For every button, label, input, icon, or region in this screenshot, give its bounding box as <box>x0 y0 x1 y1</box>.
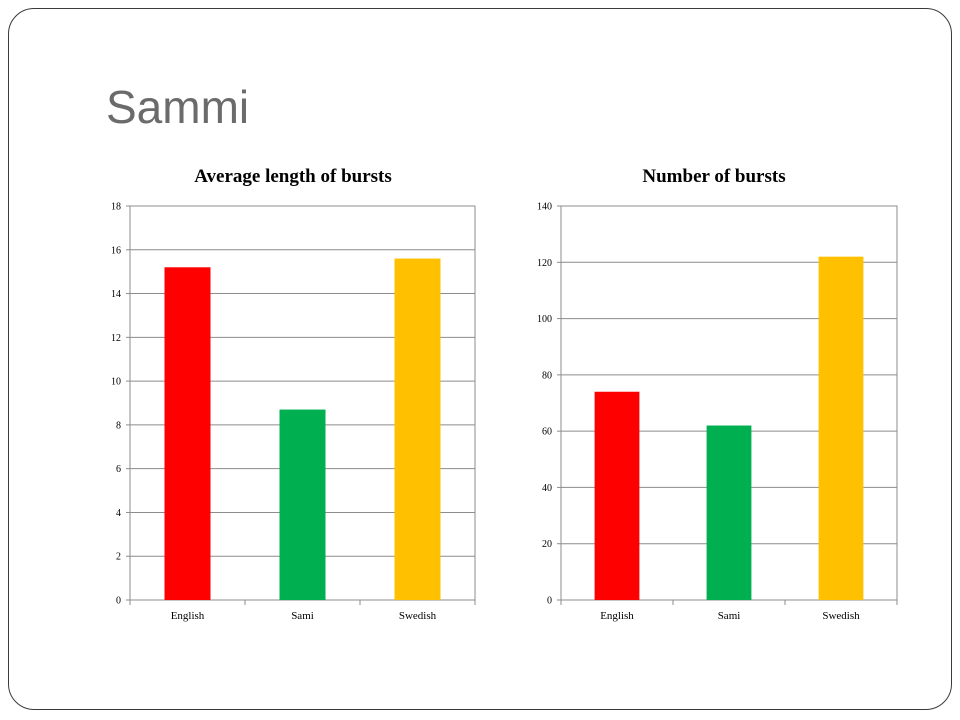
bar-sami <box>279 409 326 600</box>
x-category-label: Sami <box>718 610 741 622</box>
x-category-label: Sami <box>291 610 314 622</box>
bar-swedish <box>818 256 864 600</box>
y-tick-label: 140 <box>537 202 552 213</box>
bar-english <box>594 391 640 600</box>
y-tick-label: 0 <box>116 596 121 607</box>
x-category-label: Swedish <box>822 610 860 622</box>
bar-sami <box>706 425 752 600</box>
number-of-bursts-chart: Number of bursts 0 20 40 60 80 100 120 140 Englis… <box>537 166 898 622</box>
bar-english <box>164 267 211 600</box>
chart-title: Average length of bursts <box>194 166 392 187</box>
y-tick-label: 40 <box>542 483 552 494</box>
y-tick-label: 80 <box>542 370 552 381</box>
bar-swedish <box>394 258 441 600</box>
y-tick-label: 12 <box>111 333 121 344</box>
y-tick-label: 4 <box>116 508 121 519</box>
average-length-chart: Average length of bursts 0 2 4 6 8 10 12 14 16 18 E… <box>111 166 476 622</box>
y-tick-label: 14 <box>111 289 121 300</box>
x-category-label: Swedish <box>399 610 437 622</box>
y-tick-label: 10 <box>111 377 121 388</box>
y-tick-label: 2 <box>116 552 121 563</box>
chart-title: Number of bursts <box>642 166 785 187</box>
y-tick-label: 18 <box>111 202 121 213</box>
x-category-label: English <box>600 610 634 622</box>
y-tick-label: 20 <box>542 539 552 550</box>
y-tick-label: 120 <box>537 258 552 269</box>
y-tick-label: 60 <box>542 427 552 438</box>
y-tick-label: 16 <box>111 245 121 256</box>
x-category-label: English <box>171 610 205 622</box>
y-tick-label: 6 <box>116 464 121 475</box>
y-tick-label: 8 <box>116 420 121 431</box>
y-tick-label: 100 <box>537 314 552 325</box>
y-tick-label: 0 <box>547 596 552 607</box>
slide-title: Sammi <box>106 81 250 133</box>
